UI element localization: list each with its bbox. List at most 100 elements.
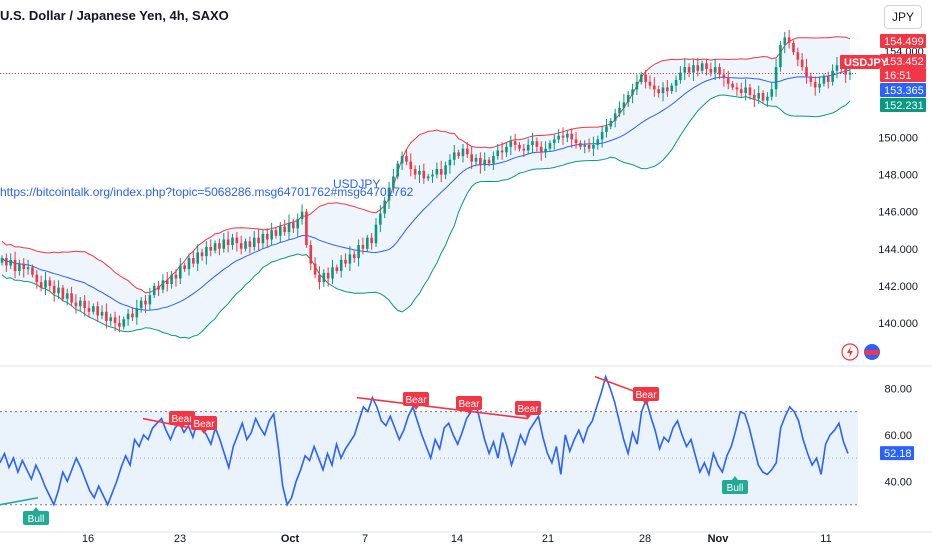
price-tag-lower-text: 152.231 xyxy=(884,100,924,112)
bear-label-1-pointer xyxy=(179,425,185,429)
flag-icon-stripe xyxy=(865,350,879,355)
price-tag-countdown: 16:51 xyxy=(880,68,926,82)
lightning-icon-bolt xyxy=(847,346,853,358)
candle-body xyxy=(52,285,56,294)
candle-body xyxy=(357,245,360,259)
candle-body xyxy=(826,76,830,82)
candle-body xyxy=(170,274,173,284)
candle-body xyxy=(370,237,373,244)
time-tick-label: 16 xyxy=(82,533,94,545)
candle-body xyxy=(666,87,669,92)
bear-label-2-text: Bear xyxy=(193,419,215,430)
bull-label-1-text: Bull xyxy=(28,514,45,525)
candle-body xyxy=(318,274,321,283)
price-tag-basis: 153.365 xyxy=(880,83,926,97)
bollinger-upper-band xyxy=(1,36,851,294)
candle-body xyxy=(600,131,604,140)
candle-body xyxy=(605,126,608,132)
bear-label-6-text: Bear xyxy=(635,390,657,401)
time-tick-label: 21 xyxy=(542,533,554,545)
candle-body xyxy=(713,67,717,73)
candle-body xyxy=(844,68,847,75)
candle-body xyxy=(344,259,347,264)
candle-body xyxy=(579,143,582,147)
candle-body xyxy=(48,280,52,286)
candle-body xyxy=(35,274,39,283)
bear-label-5-text: Bear xyxy=(517,404,539,415)
candle-body xyxy=(800,59,804,68)
bull-label-1-pointer xyxy=(33,507,39,511)
candle-body xyxy=(61,287,65,299)
candle-body xyxy=(766,96,769,101)
candle-body xyxy=(213,243,217,251)
candle-body xyxy=(296,219,300,229)
candle-body xyxy=(492,156,495,164)
candle-body xyxy=(592,144,595,149)
candle-body xyxy=(139,300,143,309)
candle-body xyxy=(831,70,834,82)
candle-body xyxy=(505,146,508,153)
candle-body xyxy=(653,85,656,90)
time-tick-label: Oct xyxy=(281,533,300,545)
bollinger-basis xyxy=(1,69,851,311)
bear-label-2: Bear xyxy=(191,416,217,434)
candle-body xyxy=(583,144,587,147)
candle-body xyxy=(396,163,400,177)
bear-label-3: Bear xyxy=(403,392,429,410)
candle-body xyxy=(105,311,108,322)
symbol-tag-text: USDJPY xyxy=(844,57,889,69)
candle-body xyxy=(457,152,460,157)
candle-body xyxy=(405,156,408,162)
time-tick-label: 14 xyxy=(451,533,463,545)
overlay-symbol-label: USDJPY xyxy=(333,177,381,191)
candle-body xyxy=(131,313,134,318)
bull-label-2-bg xyxy=(722,480,748,494)
bear-label-4: Bear xyxy=(456,396,482,414)
candle-body xyxy=(0,258,4,263)
time-tick-label: 11 xyxy=(820,533,831,545)
chart-title: U.S. Dollar / Japanese Yen, 4h, SAXO xyxy=(0,8,229,23)
candle-body xyxy=(83,300,86,309)
candle-body xyxy=(265,233,269,240)
candle-body xyxy=(670,85,674,92)
candle-body xyxy=(257,237,260,244)
candle-body xyxy=(18,263,21,272)
candle-body xyxy=(231,237,234,246)
candle-body xyxy=(122,319,126,327)
candle-body xyxy=(513,141,517,145)
candle-body xyxy=(487,159,491,164)
candle-body xyxy=(792,42,795,53)
candle-body xyxy=(500,150,504,153)
candle-body xyxy=(439,169,443,175)
candle-body xyxy=(74,302,78,307)
candle-body xyxy=(100,311,104,316)
currency-button[interactable]: JPY xyxy=(884,5,922,29)
bull-label-1-bg xyxy=(23,511,49,525)
candle-body xyxy=(748,87,752,95)
candle-body xyxy=(178,265,182,279)
price-tag-upper: 154.499 xyxy=(880,34,926,48)
candle-body xyxy=(779,44,782,68)
candle-body xyxy=(552,139,556,144)
rsi-tick-label: 60.00 xyxy=(884,430,912,442)
price-tag-countdown-text: 16:51 xyxy=(884,70,912,82)
candle-body xyxy=(696,65,700,71)
candle-body xyxy=(796,52,800,60)
candle-body xyxy=(270,230,273,240)
candle-body xyxy=(374,224,378,244)
candle-body xyxy=(661,87,665,94)
idea-link[interactable]: https://bitcointalk.org/index.php?topic=… xyxy=(0,185,414,199)
symbol-tag-bg xyxy=(840,55,880,69)
bull-label-2: Bull xyxy=(722,476,748,494)
candle-body xyxy=(379,213,382,225)
candle-body xyxy=(387,187,391,201)
candle-body xyxy=(774,67,778,90)
rsi-last-tag-bg xyxy=(880,446,914,461)
candle-body xyxy=(570,133,573,140)
candle-body xyxy=(322,272,326,283)
price-tag-lower: 152.231 xyxy=(880,98,926,112)
candle-body xyxy=(757,93,760,99)
candle-body xyxy=(644,74,647,82)
candle-body xyxy=(413,169,417,175)
